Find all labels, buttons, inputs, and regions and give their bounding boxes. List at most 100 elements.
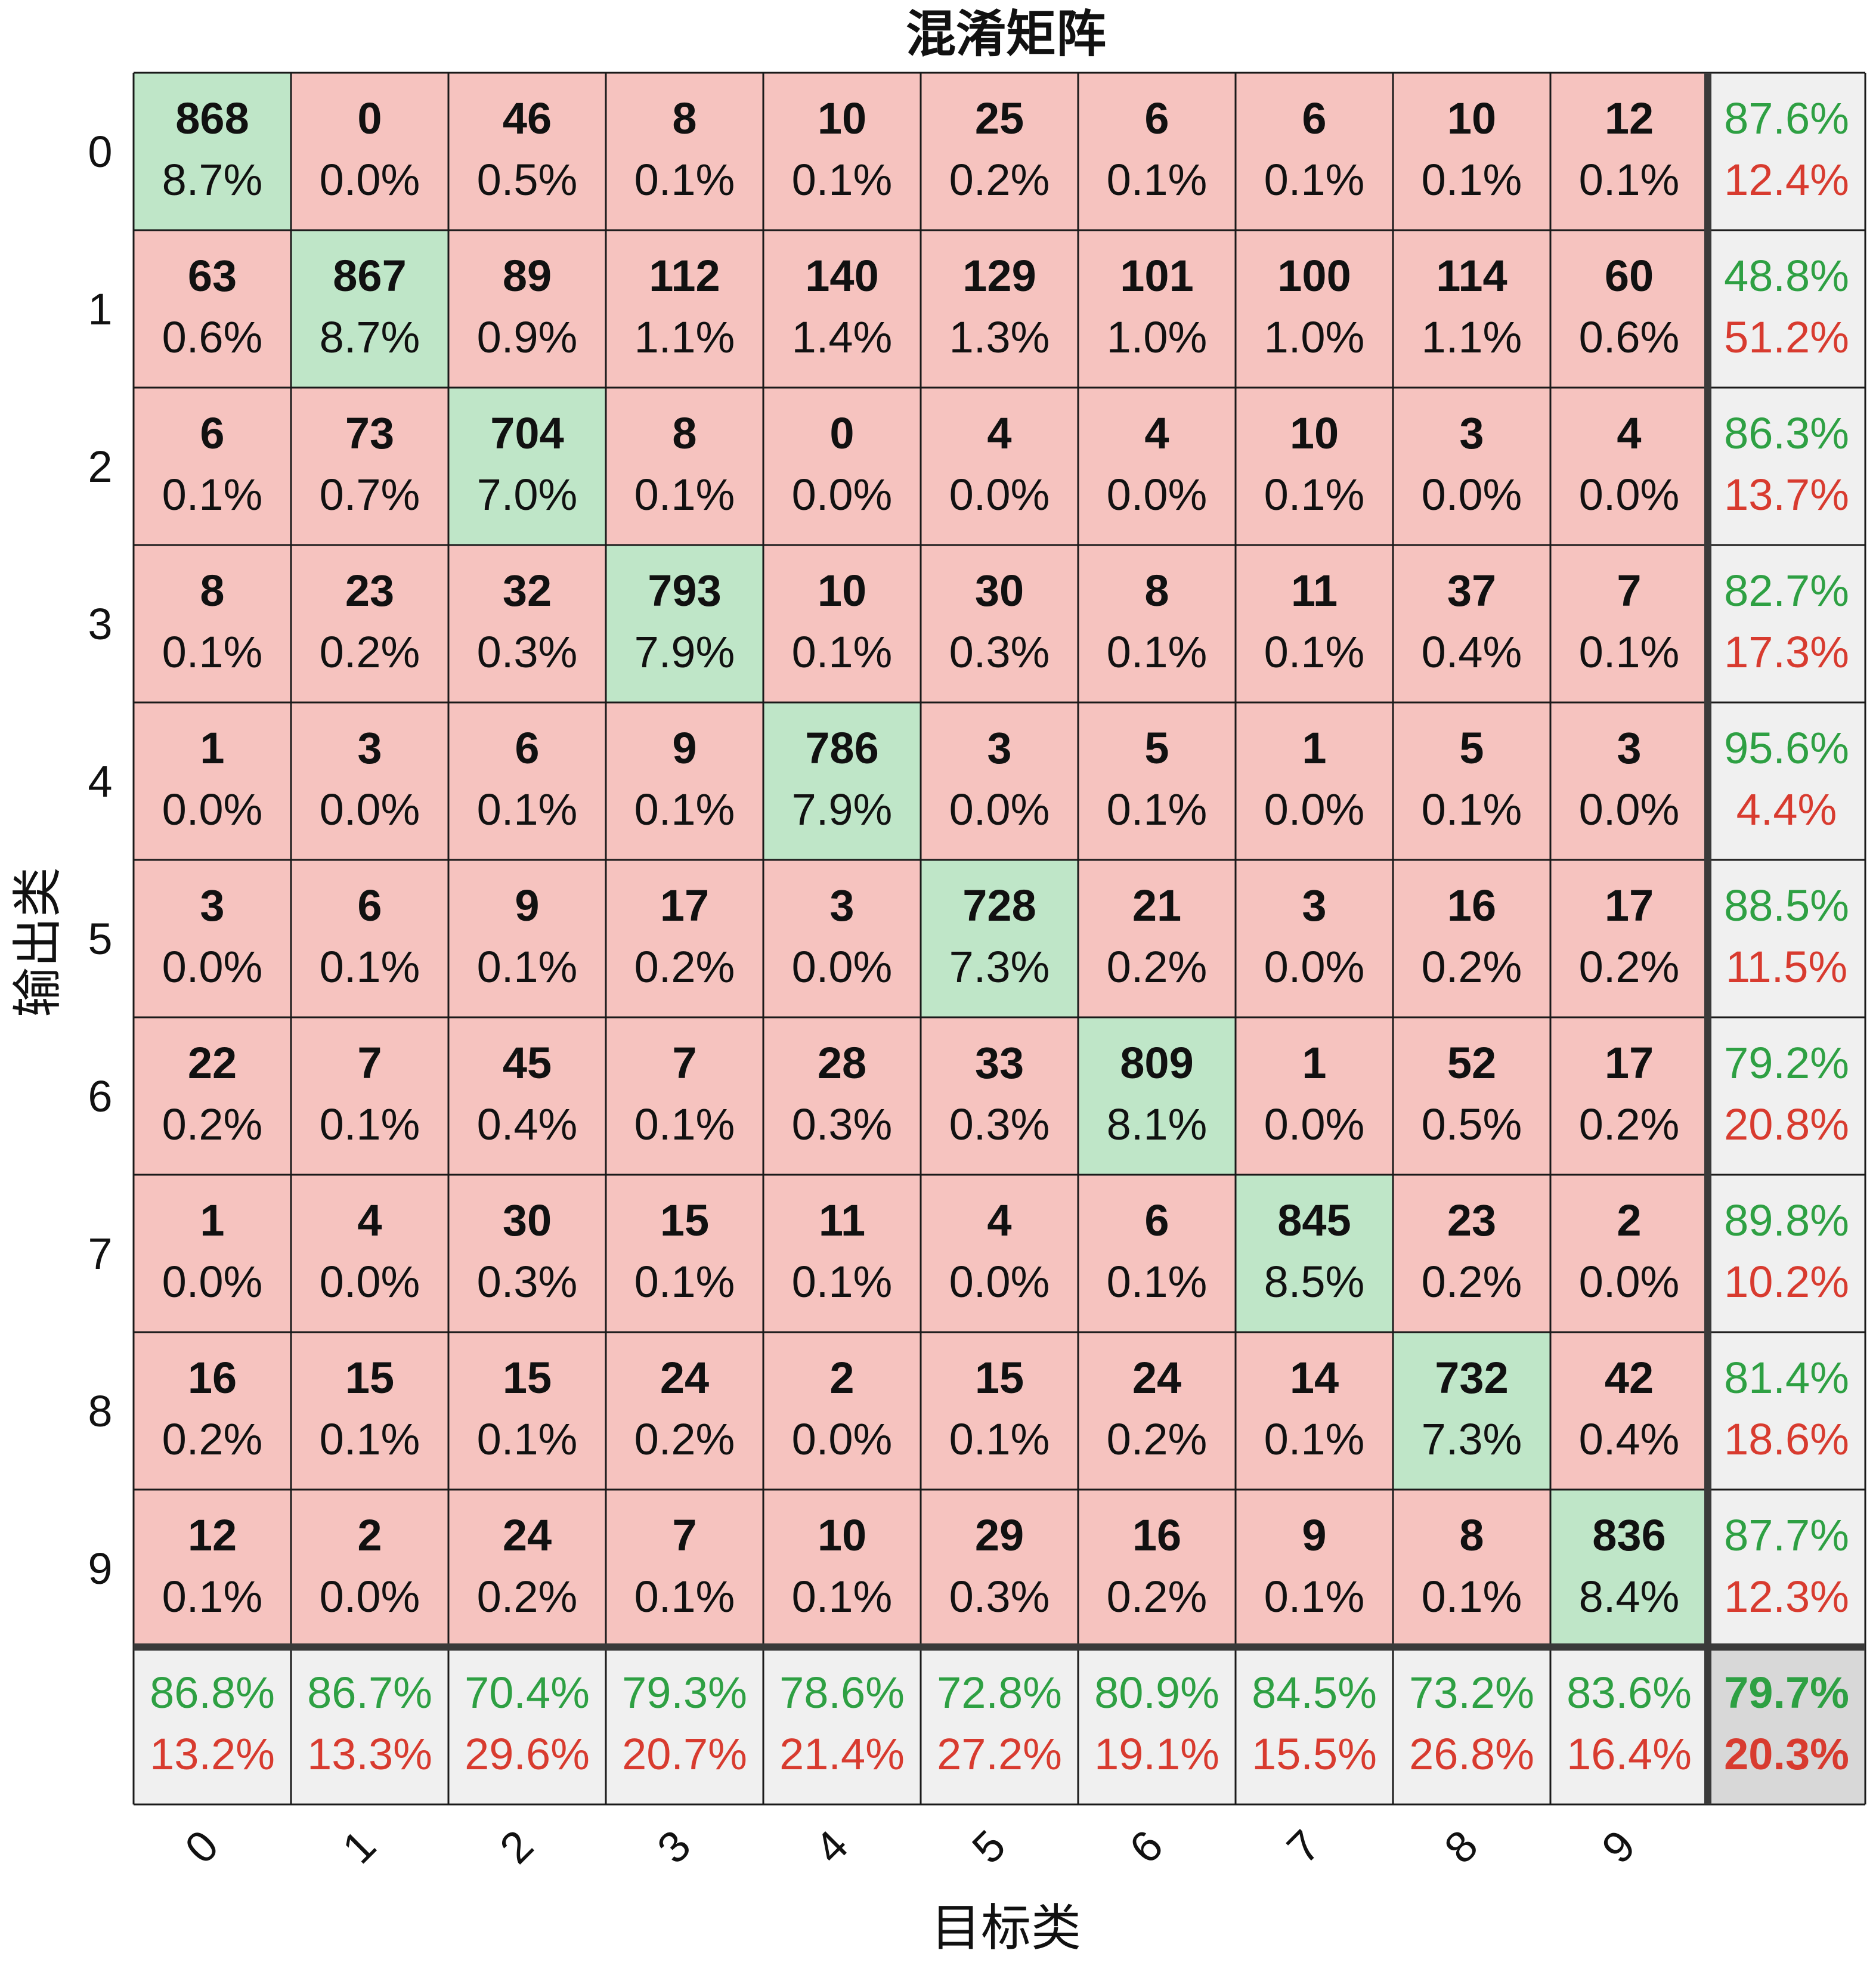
cell-percent-label: 0.2% (1107, 1572, 1208, 1621)
cell-count-label: 22 (188, 1038, 237, 1088)
cell-count-label: 3 (200, 881, 224, 930)
matrix-cell (921, 1017, 1078, 1175)
matrix-cell (606, 860, 763, 1017)
cell-percent-label: 0.1% (477, 1414, 578, 1464)
cell-percent-label: 0.1% (634, 1572, 735, 1621)
matrix-cell (134, 1332, 291, 1490)
row-summary-correct-label: 87.6% (1724, 94, 1849, 143)
row-summary-error-label: 51.2% (1724, 312, 1849, 362)
cell-percent-label: 0.0% (1264, 785, 1365, 834)
cell-percent-label: 0.1% (320, 1100, 420, 1149)
cell-count-label: 30 (503, 1196, 552, 1245)
cell-count-label: 2 (1617, 1196, 1641, 1245)
cell-percent-label: 7.0% (477, 470, 578, 519)
matrix-cell (1236, 230, 1393, 388)
cell-percent-label: 0.0% (949, 1257, 1050, 1307)
col-summary-cell (606, 1647, 763, 1804)
cell-percent-label: 0.2% (1422, 942, 1522, 992)
cell-count-label: 30 (975, 566, 1024, 615)
cell-count-label: 29 (975, 1510, 1024, 1560)
cell-count-label: 73 (345, 408, 394, 458)
matrix-cell (291, 73, 448, 230)
cell-percent-label: 1.3% (949, 312, 1050, 362)
col-summary-error-label: 15.5% (1252, 1729, 1377, 1779)
cell-count-label: 10 (1447, 94, 1496, 143)
matrix-cell (448, 388, 606, 545)
row-summary-correct-label: 95.6% (1724, 723, 1849, 773)
cell-count-label: 3 (357, 723, 382, 773)
cell-percent-label: 0.2% (949, 155, 1050, 205)
matrix-cell (134, 702, 291, 860)
cell-percent-label: 0.1% (1579, 627, 1680, 677)
matrix-cell (291, 1490, 448, 1647)
col-summary-cell (1393, 1647, 1550, 1804)
cell-count-label: 7 (672, 1510, 696, 1560)
matrix-cell (1550, 1332, 1708, 1490)
row-summary-cell (1708, 860, 1865, 1017)
cell-count-label: 845 (1277, 1196, 1351, 1245)
cell-count-label: 12 (1605, 94, 1654, 143)
cell-count-label: 8 (1459, 1510, 1484, 1560)
col-summary-error-label: 21.4% (779, 1729, 905, 1779)
col-summary-error-label: 27.2% (937, 1729, 1062, 1779)
matrix-cell (448, 545, 606, 702)
row-summary-correct-label: 87.7% (1724, 1510, 1849, 1560)
row-summary-error-label: 18.6% (1724, 1414, 1849, 1464)
matrix-cell (1236, 702, 1393, 860)
cell-percent-label: 0.4% (477, 1100, 578, 1149)
cell-count-label: 28 (818, 1038, 866, 1088)
cell-percent-label: 0.3% (949, 1100, 1050, 1149)
matrix-cell (1078, 1332, 1236, 1490)
cell-count-label: 5 (1144, 723, 1169, 773)
cell-count-label: 24 (503, 1510, 552, 1560)
cell-count-label: 6 (515, 723, 539, 773)
y-tick-label: 2 (88, 442, 112, 491)
row-summary-correct-label: 48.8% (1724, 251, 1849, 301)
matrix-cell (1550, 860, 1708, 1017)
cell-count-label: 101 (1120, 251, 1193, 301)
cell-percent-label: 1.0% (1264, 312, 1365, 362)
cell-percent-label: 0.3% (949, 1572, 1050, 1621)
matrix-cell (448, 1017, 606, 1175)
cell-count-label: 793 (648, 566, 721, 615)
cell-percent-label: 0.1% (949, 1414, 1050, 1464)
matrix-cell (134, 1490, 291, 1647)
y-tick-label: 7 (88, 1229, 112, 1278)
matrix-cell (921, 1175, 1078, 1332)
cell-count-label: 9 (672, 723, 696, 773)
cell-count-label: 10 (818, 1510, 866, 1560)
cell-count-label: 16 (1447, 881, 1496, 930)
cell-percent-label: 0.0% (320, 1572, 420, 1621)
matrix-cell (291, 1175, 448, 1332)
cell-percent-label: 8.5% (1264, 1257, 1365, 1307)
cell-percent-label: 0.1% (634, 785, 735, 834)
cell-count-label: 0 (829, 408, 854, 458)
cell-count-label: 3 (987, 723, 1011, 773)
cell-count-label: 7 (357, 1038, 382, 1088)
y-tick-label: 1 (88, 284, 112, 334)
cell-percent-label: 0.0% (1579, 785, 1680, 834)
cell-percent-label: 8.4% (1579, 1572, 1680, 1621)
matrix-grid (132, 72, 1866, 1806)
cell-count-label: 1 (1302, 723, 1326, 773)
cell-count-label: 24 (1132, 1353, 1181, 1403)
matrix-cell (448, 860, 606, 1017)
cell-count-label: 63 (188, 251, 237, 301)
matrix-cell (448, 1332, 606, 1490)
matrix-cell (606, 230, 763, 388)
matrix-cell (134, 73, 291, 230)
cell-percent-label: 1.4% (792, 312, 893, 362)
matrix-cell (921, 1332, 1078, 1490)
cell-percent-label: 0.1% (792, 1257, 893, 1307)
cell-count-label: 23 (345, 566, 394, 615)
matrix-cell (1078, 230, 1236, 388)
cell-percent-label: 0.1% (792, 155, 893, 205)
cell-count-label: 4 (987, 1196, 1011, 1245)
row-summary-cell (1708, 1175, 1865, 1332)
matrix-cell (921, 860, 1078, 1017)
row-summary-error-label: 13.7% (1724, 470, 1849, 519)
cell-percent-label: 8.7% (162, 155, 263, 205)
cell-percent-label: 0.1% (1422, 1572, 1522, 1621)
matrix-cell (1393, 860, 1550, 1017)
